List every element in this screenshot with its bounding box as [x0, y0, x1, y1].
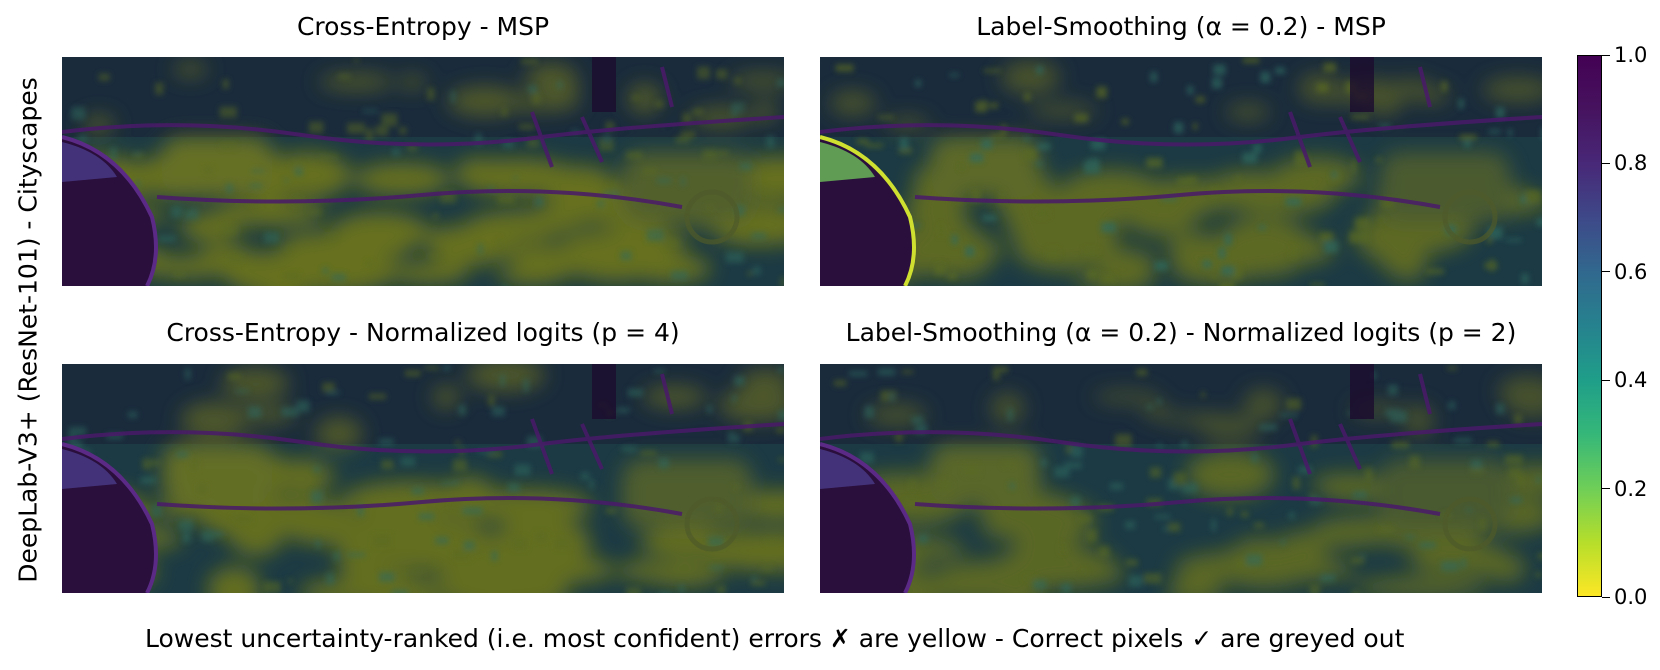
row-label-wrap: DeepLab-V3+ (ResNet-101) - Cityscapes [0, 50, 52, 610]
heatmap-panel-ls-norm [820, 364, 1542, 593]
colorbar-tick-label: 0.8 [1614, 151, 1648, 176]
colorbar-tick-label: 1.0 [1614, 43, 1648, 67]
panel-title-ce-msp: Cross-Entropy - MSP [296, 12, 550, 41]
heatmap-image [820, 364, 1542, 593]
panel-title-ls-msp: Label-Smoothing (α = 0.2) - MSP [976, 12, 1386, 41]
colorbar-tick-label: 0.0 [1614, 585, 1648, 609]
colorbar-tick-mark [1602, 596, 1610, 598]
panel-title-ls-norm: Label-Smoothing (α = 0.2) - Normalized l… [845, 318, 1517, 347]
colorbar-tick-label: 0.6 [1614, 259, 1648, 284]
heatmap-panel-ls-msp [820, 57, 1542, 286]
colorbar-tick-mark [1602, 488, 1610, 490]
colorbar-tick-label: 0.2 [1614, 476, 1648, 501]
heatmap-image [62, 57, 784, 286]
row-label: DeepLab-V3+ (ResNet-101) - Cityscapes [13, 77, 43, 583]
colorbar-tick-mark [1602, 54, 1610, 56]
colorbar [1577, 55, 1602, 597]
heatmap-panel-ce-msp [62, 57, 784, 286]
colorbar-tick-label: 0.4 [1614, 368, 1648, 393]
heatmap-panel-ce-norm [62, 364, 784, 593]
figure-caption: Lowest uncertainty-ranked (i.e. most con… [145, 624, 1405, 653]
colorbar-tick-mark [1602, 162, 1610, 164]
colorbar-tick-mark [1602, 379, 1610, 381]
heatmap-image [820, 57, 1542, 286]
colorbar-tick-mark [1602, 271, 1610, 273]
heatmap-image [62, 364, 784, 593]
panel-title-ce-norm: Cross-Entropy - Normalized logits (p = 4… [166, 318, 680, 347]
